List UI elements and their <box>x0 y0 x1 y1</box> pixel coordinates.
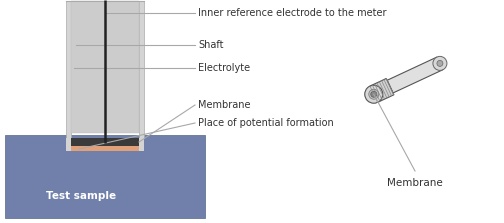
Text: Place of potential formation: Place of potential formation <box>198 118 334 128</box>
Bar <box>5 135 205 218</box>
Polygon shape <box>370 78 394 102</box>
Circle shape <box>369 89 379 99</box>
Text: Test sample: Test sample <box>46 191 116 201</box>
Text: Inner reference electrode to the meter: Inner reference electrode to the meter <box>198 8 387 18</box>
Polygon shape <box>387 57 443 93</box>
Text: Electrolyte: Electrolyte <box>198 63 250 73</box>
Bar <box>139 138 144 151</box>
Text: Membrane: Membrane <box>387 178 443 188</box>
Text: Shaft: Shaft <box>198 40 223 50</box>
Bar <box>66 138 71 151</box>
Circle shape <box>437 60 443 66</box>
Bar <box>139 1 144 138</box>
Text: Membrane: Membrane <box>198 100 250 110</box>
Circle shape <box>371 91 377 97</box>
Bar <box>71 1 139 133</box>
Circle shape <box>365 85 383 103</box>
Circle shape <box>433 56 447 70</box>
Bar <box>71 146 139 151</box>
Bar <box>66 1 71 138</box>
Bar <box>71 138 139 146</box>
